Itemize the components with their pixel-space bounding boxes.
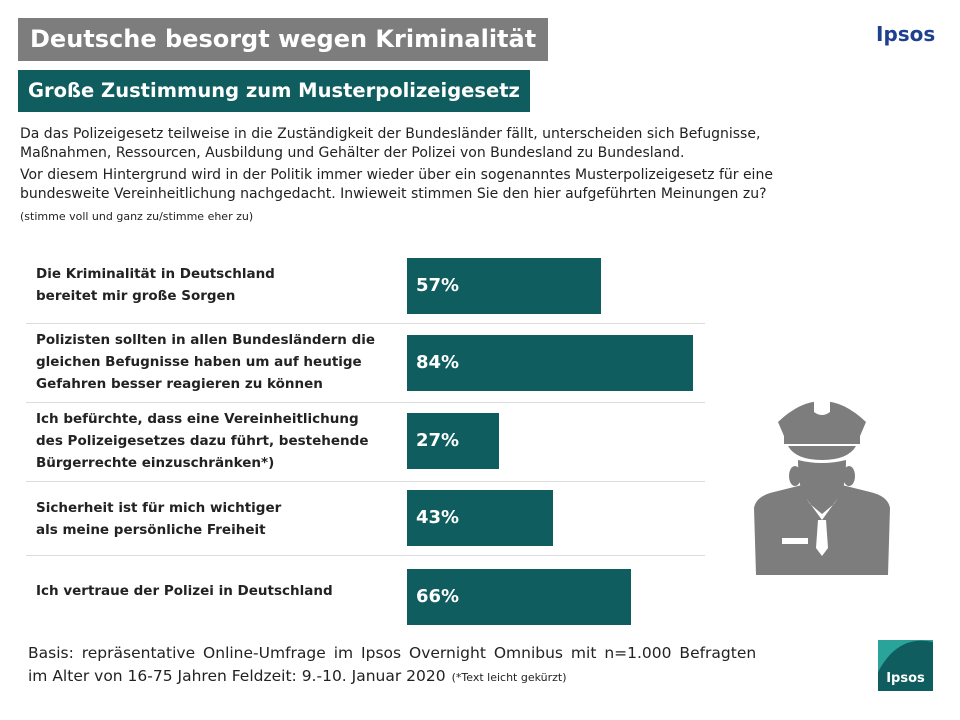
row-separator <box>26 555 705 556</box>
chart-bar <box>407 413 499 469</box>
footer-fieldtime: im Alter von 16-75 Jahren Feldzeit: 9.-1… <box>28 667 446 685</box>
chart-bar <box>407 335 693 391</box>
question-label: Ich vertraue der Polizei in Deutschland <box>36 580 391 602</box>
ipsos-logo-icon <box>878 640 933 672</box>
question-line: des Polizeigesetzes dazu führt, bestehen… <box>36 433 369 449</box>
question-line: Die Kriminalität in Deutschland <box>36 266 275 282</box>
question-line: bereitet mir große Sorgen <box>36 288 236 304</box>
row-separator <box>26 323 705 324</box>
intro-paragraph-1: Da das Polizeigesetz teilweise in die Zu… <box>20 125 850 163</box>
intro-p1-line2: Maßnahmen, Ressourcen, Ausbildung und Ge… <box>20 145 685 161</box>
question-label: Sicherheit ist für mich wichtiger als me… <box>36 497 391 541</box>
question-line: Ich befürchte, dass eine Vereinheitlichu… <box>36 411 359 427</box>
question-label: Polizisten sollten in allen Bundesländer… <box>36 329 391 395</box>
footer-footnote: (*Text leicht gekürzt) <box>451 671 567 684</box>
question-line: Gefahren besser reagieren zu können <box>36 376 323 392</box>
question-label: Die Kriminalität in Deutschland bereitet… <box>36 263 391 307</box>
intro-paragraph-2: Vor diesem Hintergrund wird in der Polit… <box>20 166 850 204</box>
question-line: Sicherheit ist für mich wichtiger <box>36 500 282 516</box>
page-subtitle: Große Zustimmung zum Musterpolizeigesetz <box>18 70 530 112</box>
chart-value-label: 84% <box>416 352 460 373</box>
logo-text: Ipsos <box>886 671 925 686</box>
chart-bar <box>407 258 601 314</box>
intro-p2-line2: bundesweite Vereinheitlichung nachgedach… <box>20 186 767 202</box>
ipsos-logo: Ipsos <box>878 640 933 691</box>
footer-base-line1: Basis: repräsentative Online-Umfrage im … <box>28 644 757 662</box>
chart-bar <box>407 569 631 625</box>
intro-p2-line1: Vor diesem Hintergrund wird in der Polit… <box>20 167 773 183</box>
brand-name: Ipsos <box>876 22 936 46</box>
question-line: Bürgerrechte einzuschränken*) <box>36 455 275 471</box>
row-separator <box>26 481 705 482</box>
question-line: gleichen Befugnisse haben um auf heutige <box>36 354 362 370</box>
chart-value-label: 27% <box>416 430 460 451</box>
chart-value-label: 57% <box>416 275 460 296</box>
row-separator <box>26 402 705 403</box>
question-label: Ich befürchte, dass eine Vereinheitlichu… <box>36 408 391 474</box>
chart-value-label: 66% <box>416 586 460 607</box>
police-officer-icon <box>754 398 890 575</box>
footer-base-line2: im Alter von 16-75 Jahren Feldzeit: 9.-1… <box>28 667 567 685</box>
question-line: Polizisten sollten in allen Bundesländer… <box>36 332 376 348</box>
question-line: als meine persönliche Freiheit <box>36 522 266 538</box>
intro-note: (stimme voll und ganz zu/stimme eher zu) <box>20 210 254 223</box>
page-title: Deutsche besorgt wegen Kriminalität <box>18 18 549 61</box>
chart-value-label: 43% <box>416 507 460 528</box>
chart-bar <box>407 490 553 546</box>
intro-p1-line1: Da das Polizeigesetz teilweise in die Zu… <box>20 126 761 142</box>
question-line: Ich vertraue der Polizei in Deutschland <box>36 583 333 599</box>
